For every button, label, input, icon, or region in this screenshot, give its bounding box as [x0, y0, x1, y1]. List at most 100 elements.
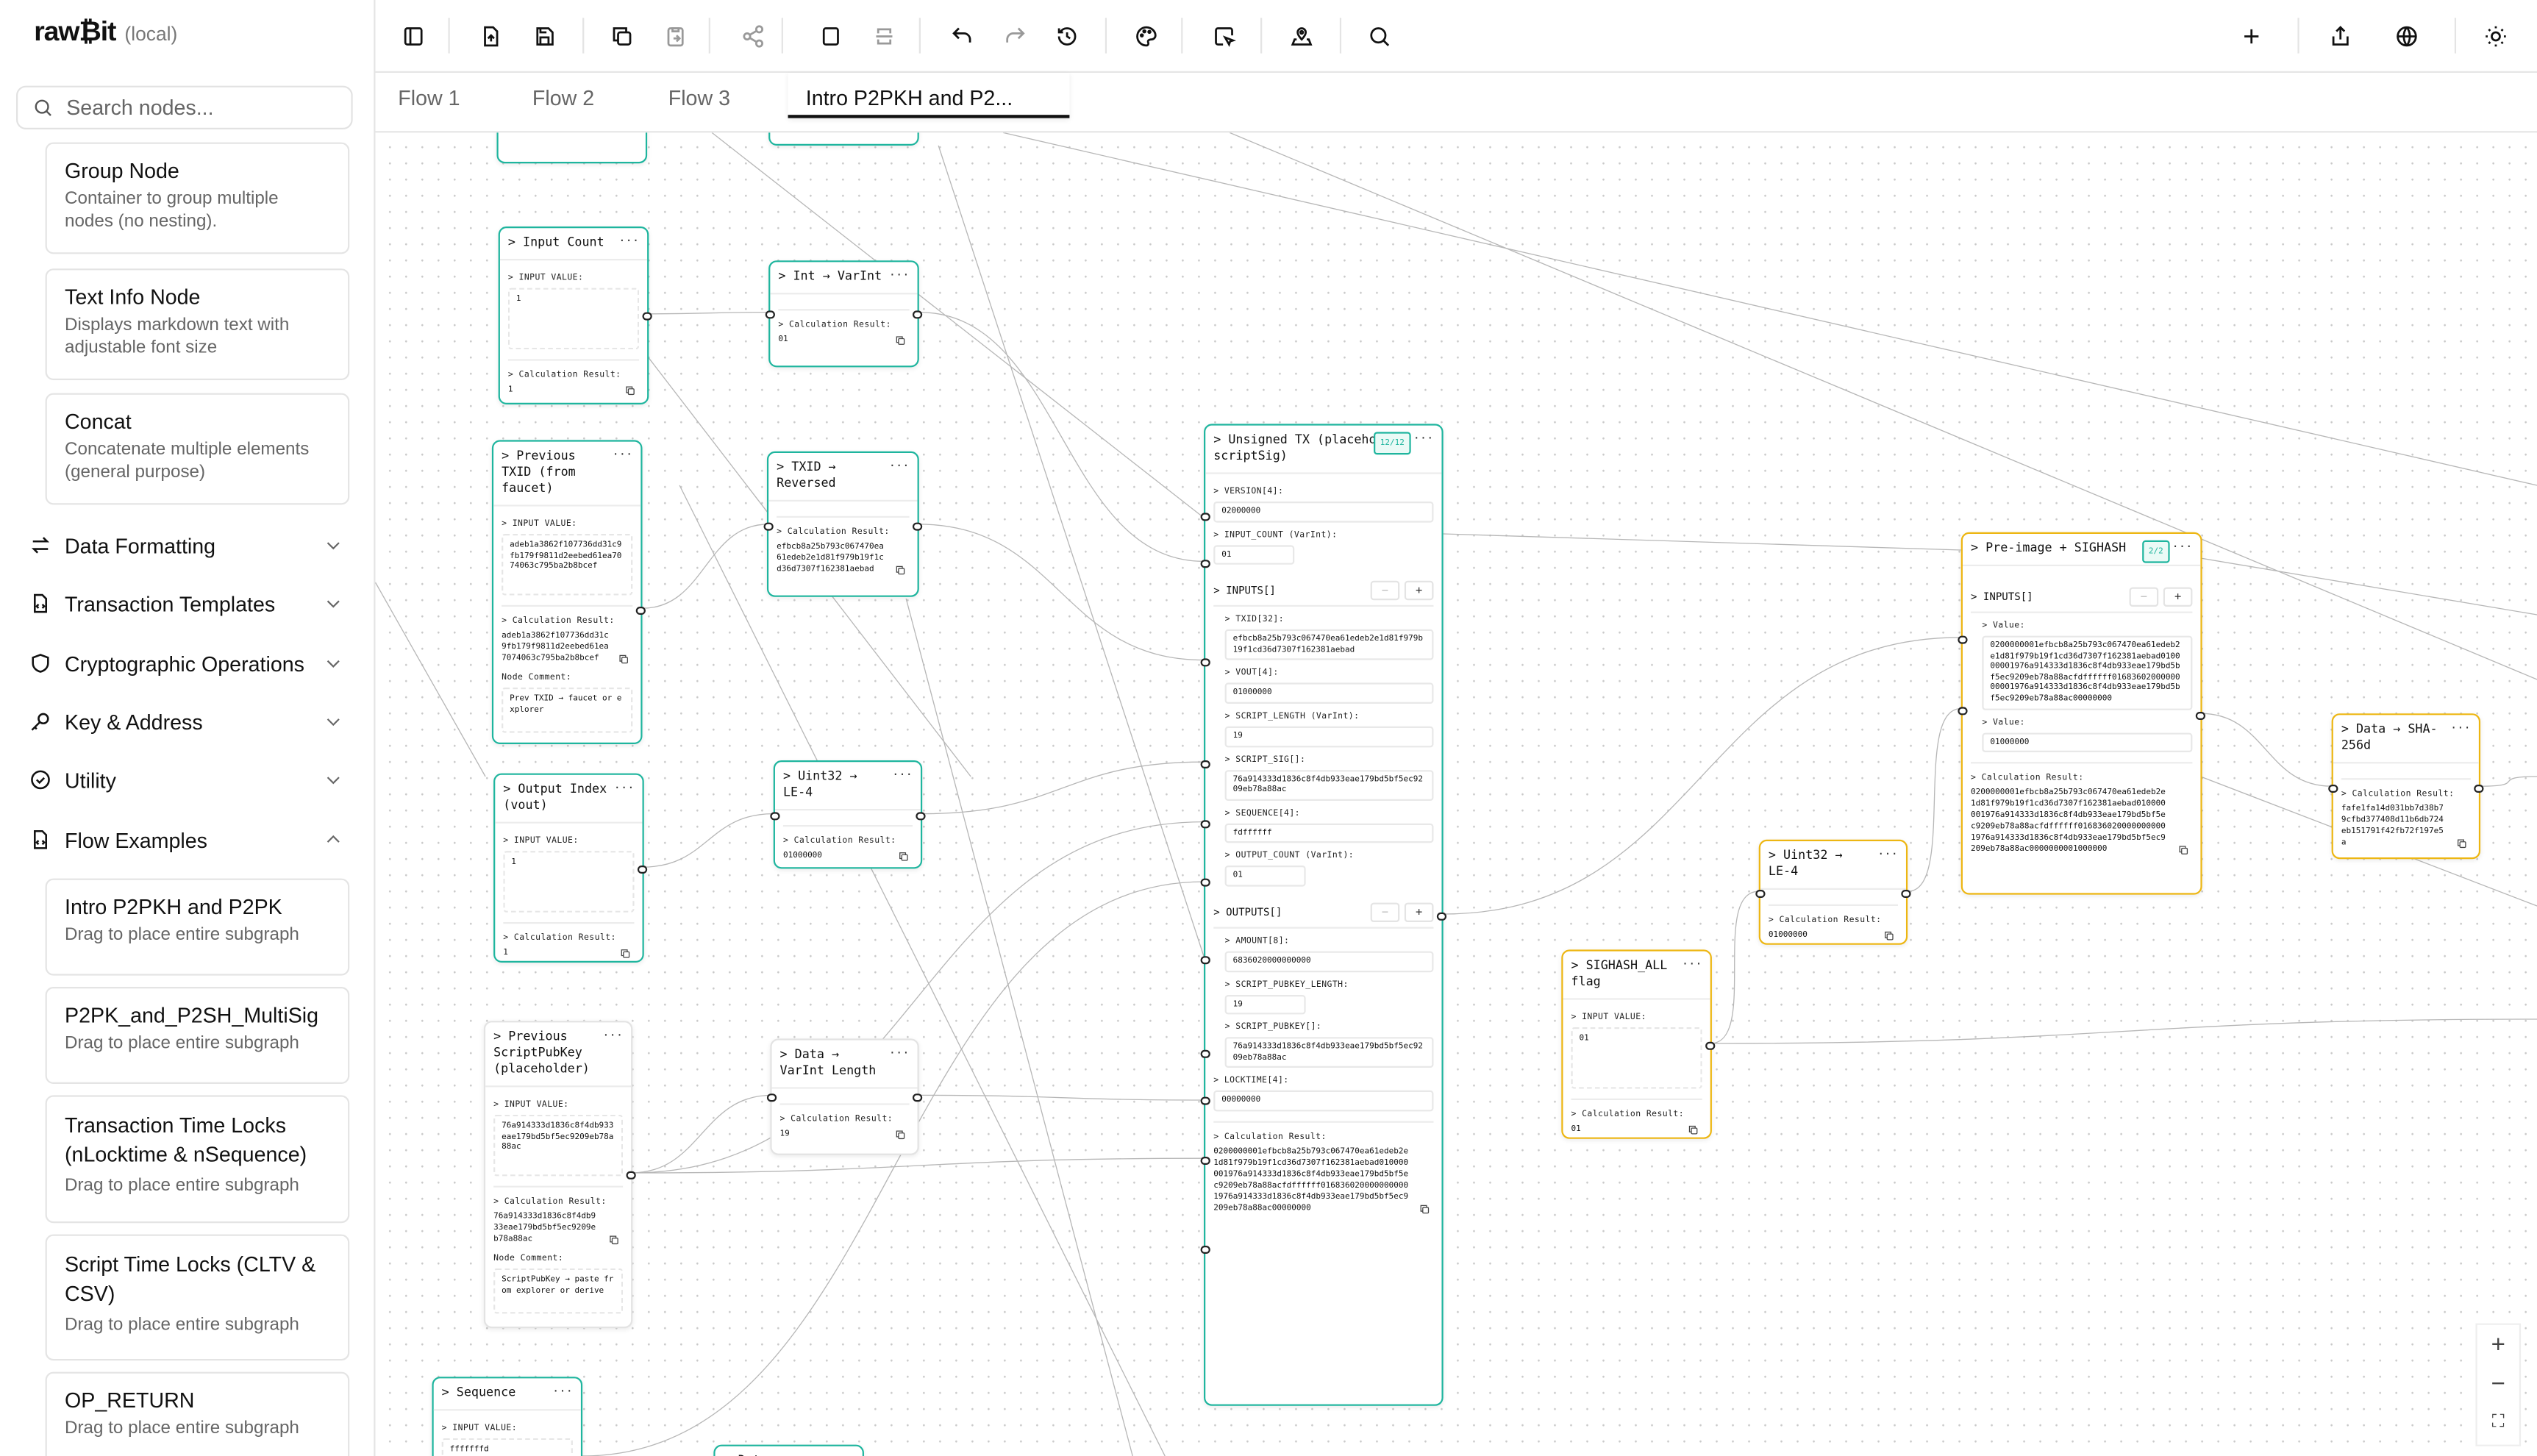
edge[interactable]: [2200, 713, 2332, 787]
edge[interactable]: [642, 813, 774, 868]
field-value-input[interactable]: 6836020000000000: [1224, 951, 1434, 972]
network-button[interactable]: [2388, 18, 2424, 53]
input-value-field[interactable]: fffffffd: [441, 1438, 573, 1456]
flow-example-card[interactable]: P2PK_and_P2SH_MultiSig Drag to place ent…: [45, 987, 350, 1084]
edge[interactable]: [1443, 533, 1961, 551]
node-card-group[interactable]: Group Node Container to group multiple n…: [45, 142, 350, 254]
redo-button[interactable]: [996, 18, 1032, 53]
edge[interactable]: [922, 761, 1205, 815]
remove-item-button[interactable]: −: [1370, 902, 1400, 922]
node-header[interactable]: > Output Index (vout) ···: [495, 775, 643, 824]
more-options-icon[interactable]: ···: [888, 459, 910, 473]
input-handle[interactable]: [766, 1093, 777, 1102]
tab-intro-p2pkh[interactable]: Intro P2PKH and P2...: [788, 73, 1070, 118]
copy-button[interactable]: [604, 18, 639, 53]
add-item-button[interactable]: +: [1404, 581, 1434, 601]
search-input[interactable]: [63, 93, 329, 121]
node-header[interactable]: > Uint32 → LE-4 ···: [1760, 841, 1906, 890]
input-value-field[interactable]: adeb1a3862f107736dd31c9fb179f9811d2eebed…: [502, 534, 633, 596]
edge[interactable]: [2200, 557, 2537, 615]
output-handle[interactable]: [913, 1093, 923, 1102]
output-handle[interactable]: [913, 521, 923, 531]
category-key-address[interactable]: Key & Address: [29, 705, 346, 738]
input-handle[interactable]: [1200, 512, 1210, 521]
node-header[interactable]: > Int → VarInt ···: [770, 262, 918, 295]
more-options-icon[interactable]: ···: [892, 768, 913, 782]
zoom-out-button[interactable]: −: [2491, 1369, 2505, 1397]
input-handle[interactable]: [1200, 1155, 1210, 1166]
node-bottom-partial[interactable]: > Dat... ···: [713, 1444, 864, 1456]
more-options-icon[interactable]: ···: [618, 235, 640, 248]
more-options-icon[interactable]: ···: [888, 1046, 910, 1060]
more-options-icon[interactable]: ···: [2450, 721, 2471, 735]
share-button[interactable]: [735, 18, 770, 53]
more-options-icon[interactable]: ···: [1877, 847, 1898, 861]
node-header[interactable]: > Sequence ···: [433, 1378, 581, 1411]
edge[interactable]: [642, 524, 769, 609]
edge[interactable]: [1003, 132, 2537, 486]
node-header[interactable]: > Dat... ···: [716, 1446, 863, 1456]
input-handle[interactable]: [770, 811, 779, 821]
input-handle[interactable]: [765, 310, 775, 319]
input-handle[interactable]: [1200, 559, 1210, 568]
copy-icon[interactable]: [895, 335, 906, 346]
input-value-field[interactable]: 1: [507, 288, 640, 350]
edge[interactable]: [918, 311, 1205, 563]
more-options-icon[interactable]: ···: [834, 1451, 854, 1456]
field-value-input[interactable]: 19: [1224, 726, 1434, 747]
node-top-b[interactable]: [768, 132, 919, 146]
flow-example-card[interactable]: Intro P2PKH and P2PK Drag to place entir…: [45, 878, 350, 976]
input-value-field[interactable]: 01: [1571, 1027, 1702, 1089]
edge[interactable]: [1710, 891, 1759, 1044]
node-header[interactable]: > Previous TXID (from faucet) ···: [493, 442, 641, 507]
edge[interactable]: [649, 311, 771, 315]
input-handle[interactable]: [763, 521, 773, 531]
edge[interactable]: [711, 132, 1205, 518]
output-handle[interactable]: [636, 605, 646, 615]
node-header[interactable]: > Unsigned TX (placeholder scriptSig) 12/…: [1205, 426, 1442, 474]
toggle-sidebar-button[interactable]: [395, 18, 430, 53]
field-value-input[interactable]: 0200000001efbcb8a25b793c067470ea61edeb2e…: [1982, 635, 2193, 710]
node-header[interactable]: > TXID → Reversed ···: [768, 453, 918, 502]
node-header[interactable]: > Input Count ···: [499, 228, 648, 261]
remove-item-button[interactable]: −: [1370, 581, 1400, 601]
node-comment-field[interactable]: ScriptPubKey → paste from explorer or de…: [493, 1268, 624, 1314]
copy-icon[interactable]: [618, 654, 629, 665]
input-handle[interactable]: [1958, 706, 1967, 715]
flow-example-card[interactable]: Transaction Time Locks (nLocktime & nSeq…: [45, 1095, 350, 1224]
export-button[interactable]: [2322, 18, 2357, 53]
add-item-button[interactable]: +: [2163, 587, 2193, 607]
node-card-text-info[interactable]: Text Info Node Displays markdown text wi…: [45, 268, 350, 380]
group-button[interactable]: [813, 18, 848, 53]
edge[interactable]: [631, 821, 1205, 1174]
edge[interactable]: [2480, 776, 2537, 787]
edge[interactable]: [905, 598, 1133, 1456]
save-button[interactable]: [526, 18, 561, 53]
node-uint32-le4-b[interactable]: > Uint32 → LE-4 ··· > Calculation Result: 0…: [1755, 839, 1911, 945]
more-options-icon[interactable]: ···: [1681, 957, 1702, 971]
copy-icon[interactable]: [895, 565, 906, 576]
output-handle[interactable]: [1437, 911, 1447, 921]
copy-icon[interactable]: [624, 385, 635, 396]
zoom-in-button[interactable]: +: [2491, 1330, 2505, 1358]
search-box[interactable]: [16, 85, 353, 129]
edge[interactable]: [1443, 637, 1961, 915]
flow-example-card[interactable]: OP_RETURN Drag to place entire subgraph: [45, 1371, 350, 1456]
input-handle[interactable]: [1200, 657, 1210, 667]
input-handle[interactable]: [1958, 635, 1967, 644]
node-output-index[interactable]: > Output Index (vout) ··· > INPUT VALUE: 1 >…: [493, 773, 648, 963]
select-mode-button[interactable]: [1205, 18, 1241, 53]
input-handle[interactable]: [1200, 819, 1210, 829]
output-handle[interactable]: [913, 310, 923, 319]
more-options-icon[interactable]: ···: [1413, 432, 1434, 445]
more-options-icon[interactable]: ···: [612, 448, 633, 461]
copy-icon[interactable]: [895, 1130, 906, 1141]
more-options-icon[interactable]: ···: [888, 268, 910, 282]
node-header[interactable]: > Uint32 → LE-4 ···: [774, 762, 921, 811]
copy-icon[interactable]: [1419, 1204, 1430, 1215]
input-handle[interactable]: [1755, 888, 1765, 899]
field-value-input[interactable]: 02000000: [1213, 502, 1434, 522]
import-button[interactable]: [472, 18, 507, 53]
remove-item-button[interactable]: −: [2129, 587, 2159, 607]
field-value-input[interactable]: 76a914333d1836c8f4db933eae179bd5bf5ec920…: [1224, 1037, 1434, 1068]
